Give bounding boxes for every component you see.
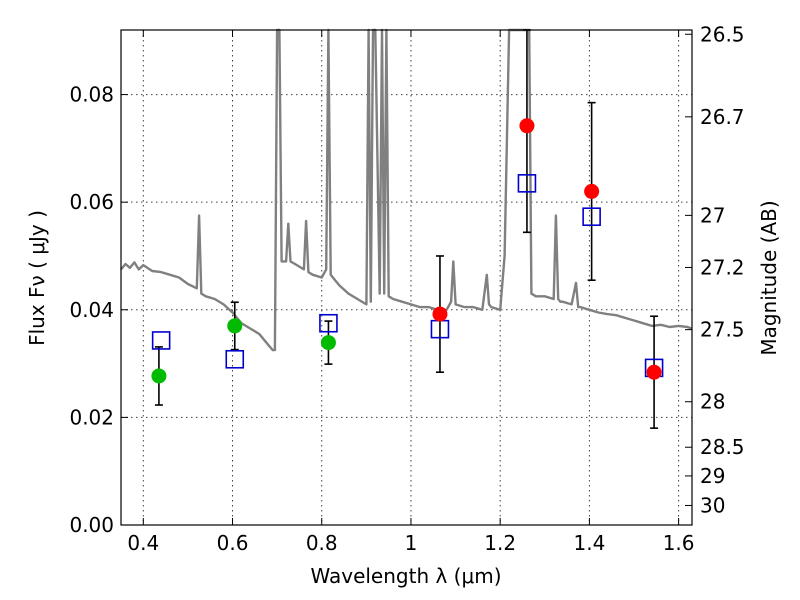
y-tick-label: 0.02 (69, 405, 114, 429)
red-data-point (519, 118, 535, 134)
x-tick-label: 0.8 (306, 531, 338, 555)
magnitude-tick-label: 26.5 (700, 22, 745, 46)
magnitude-tick-label: 28.5 (700, 435, 745, 459)
green-data-point (227, 318, 243, 334)
model-square-marker (517, 174, 537, 193)
x-tick-label: 1.4 (573, 531, 605, 555)
x-tick-label: 0.6 (217, 531, 249, 555)
magnitude-axis: 26.5 26.7 27 27.2 27.5 28 28.5 29 30 (685, 22, 745, 517)
green-data-point (320, 335, 336, 351)
y-axis-label: Flux Fν ( μJy ) (25, 210, 49, 346)
y-axis: 0.00 0.02 0.04 0.06 0.08 (69, 83, 128, 537)
x-tick-label: 0.4 (127, 531, 159, 555)
red-data-point (646, 364, 662, 380)
magnitude-tick-label: 27.2 (700, 255, 745, 279)
x-axis: 0.4 0.6 0.8 1 1.2 1.4 1.6 (127, 30, 695, 555)
red-data-point (584, 183, 600, 199)
model-square-marker (319, 313, 338, 333)
model-square-marker (582, 207, 601, 227)
magnitude-tick-label: 27.5 (700, 318, 745, 342)
y-tick-label: 0.08 (69, 83, 114, 107)
magnitude-tick-label: 30 (700, 493, 725, 517)
x-tick-label: 1.2 (484, 531, 516, 555)
y-tick-label: 0.04 (69, 298, 114, 322)
plot-frame (120, 29, 693, 526)
model-square-marker (151, 331, 171, 350)
spectrum-layer (120, 28, 693, 352)
x-tick-label: 1.6 (663, 531, 695, 555)
model-square-marker (225, 349, 245, 369)
x-tick-label: 1 (405, 531, 418, 555)
x-axis-label: Wavelength λ (μm) (310, 564, 501, 588)
magnitude-tick-label: 27 (700, 203, 725, 227)
magnitude-tick-label: 29 (700, 464, 725, 488)
green-data-point (151, 368, 167, 384)
y-tick-label: 0.06 (69, 190, 114, 214)
points-layer (151, 118, 664, 384)
red-data-point (432, 306, 448, 322)
magnitude-tick-label: 28 (700, 390, 725, 414)
spectrum-line (120, 28, 693, 352)
magnitude-tick-label: 26.7 (700, 105, 745, 129)
grid (121, 30, 692, 526)
magnitude-axis-label: Magnitude (AB) (757, 200, 781, 355)
y-tick-label: 0.00 (69, 513, 114, 537)
